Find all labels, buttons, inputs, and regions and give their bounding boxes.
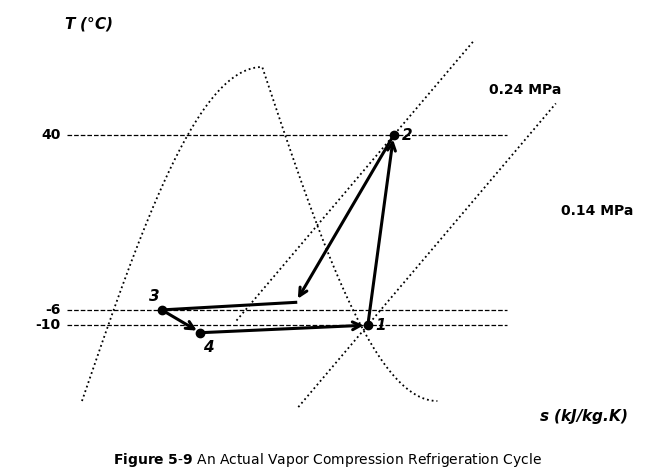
Text: 0.14 MPa: 0.14 MPa	[561, 204, 633, 218]
Text: $\bf{Figure\ 5\text{-}9}$ An Actual Vapor Compression Refrigeration Cycle: $\bf{Figure\ 5\text{-}9}$ An Actual Vapo…	[113, 451, 542, 469]
Text: $\bfit{s}$ (kJ/kg.K): $\bfit{s}$ (kJ/kg.K)	[539, 407, 628, 426]
Text: 1: 1	[375, 318, 386, 333]
Text: 40: 40	[41, 128, 60, 142]
Text: 3: 3	[149, 289, 159, 304]
Text: -10: -10	[35, 318, 60, 332]
Text: -6: -6	[45, 303, 60, 317]
Text: 4: 4	[203, 340, 214, 356]
Text: $\bfit{T}$ (°C): $\bfit{T}$ (°C)	[64, 15, 113, 33]
Text: 0.24 MPa: 0.24 MPa	[489, 83, 561, 97]
Text: 2: 2	[402, 128, 413, 143]
